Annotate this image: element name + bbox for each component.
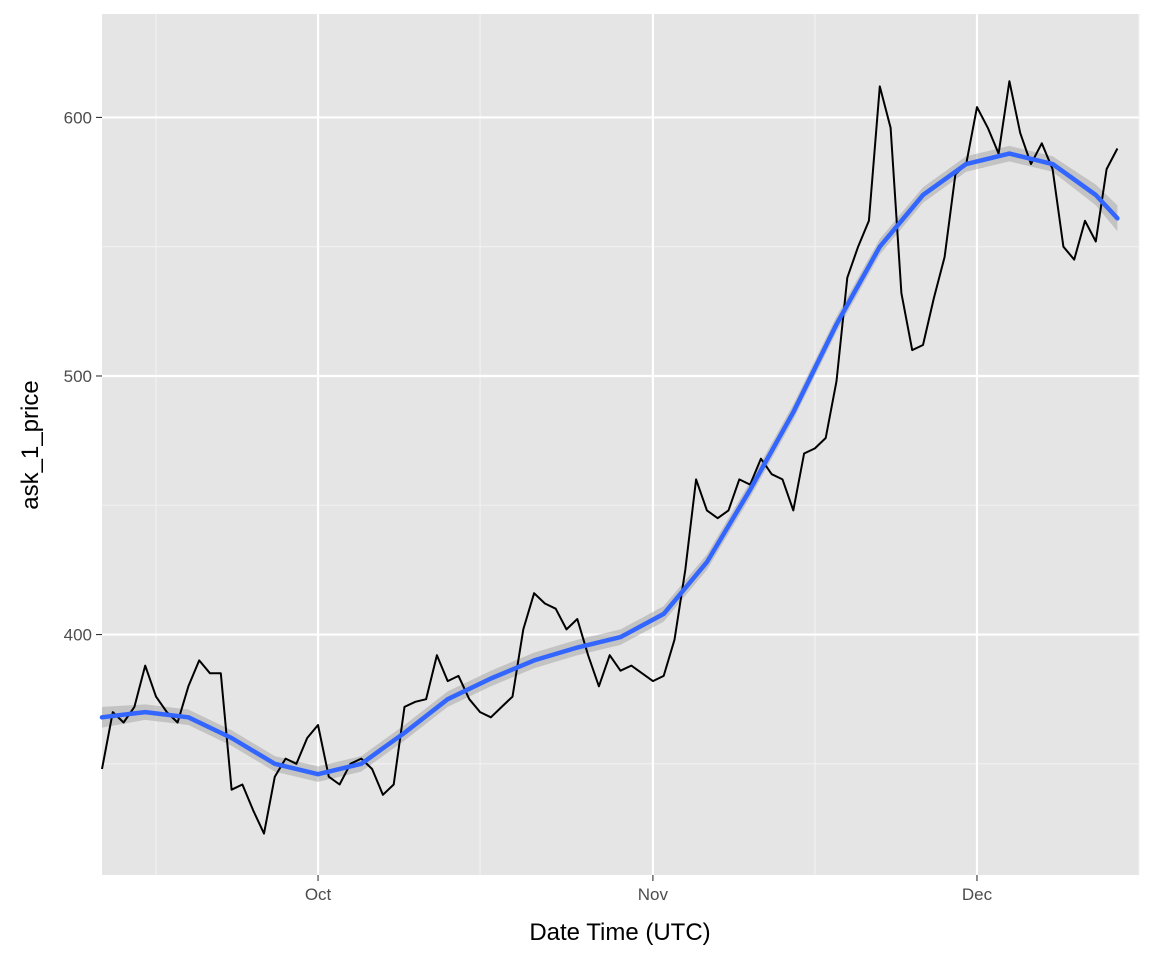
axes: Oct Nov Dec 400 500 600: [64, 108, 993, 904]
y-tick-label: 400: [64, 626, 92, 645]
x-axis-title: Date Time (UTC): [529, 919, 710, 946]
minor-gridlines: [102, 14, 1140, 875]
smooth-fit-line: [99, 151, 1120, 777]
major-gridlines: [102, 14, 1139, 875]
x-tick-label: Oct: [305, 885, 332, 904]
plot-panel: [102, 14, 1139, 875]
x-tick-label: Dec: [962, 885, 993, 904]
series-lines: [99, 80, 1120, 835]
price-series-line: [101, 80, 1119, 835]
y-axis-title: ask_1_price: [17, 380, 44, 509]
smooth-confidence-band: [102, 145, 1118, 782]
confidence-band: [102, 145, 1118, 782]
x-tick-label: Nov: [638, 885, 669, 904]
y-tick-label: 600: [64, 108, 92, 127]
y-tick-label: 500: [64, 367, 92, 386]
